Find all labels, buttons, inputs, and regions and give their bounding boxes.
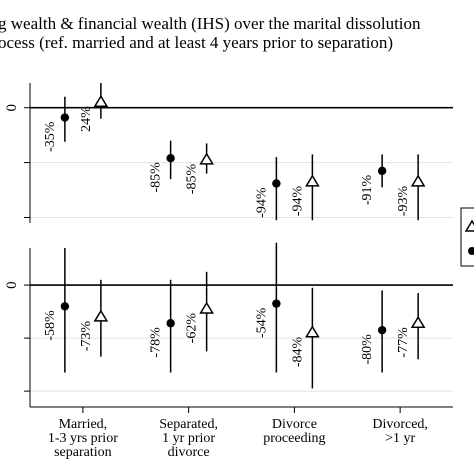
data-point-circle	[166, 319, 175, 328]
chart-title-line-1: g wealth & financial wealth (IHS) over t…	[0, 14, 421, 33]
data-point-triangle	[93, 309, 109, 322]
data-point-triangle	[93, 94, 109, 107]
data-point-circle	[60, 302, 70, 311]
chart-title: g wealth & financial wealth (IHS) over t…	[0, 14, 421, 52]
x-tick-label: Married, 1-3 yrs prior separation	[48, 417, 118, 460]
x-tick-label: Divorce proceeding	[263, 417, 325, 446]
legend	[460, 207, 474, 267]
data-point-circle	[272, 299, 281, 308]
data-label: 24%	[79, 106, 94, 132]
panel-2: 0 -58% -78% -54% -80% -73% -62% -84% -77%	[4, 242, 453, 407]
x-tick-label-line: divorce	[168, 445, 210, 460]
data-label: -58%	[43, 310, 58, 341]
data-point-circle	[272, 179, 281, 188]
x-tick-label: Divorced, >1 yr	[372, 417, 428, 446]
y-tick-label-zero: 0	[4, 281, 20, 289]
data-point-triangle	[305, 174, 320, 187]
data-label: -80%	[360, 334, 375, 365]
data-point-triangle	[199, 152, 214, 165]
x-tick-label-line: Separated,	[159, 417, 218, 432]
data-label: -94%	[290, 185, 305, 216]
x-tick-label-line: separation	[54, 445, 112, 460]
data-point-circle	[166, 154, 175, 163]
legend-box	[460, 207, 474, 267]
data-label: -54%	[254, 307, 269, 338]
chart-title-line-2: ocess (ref. married and at least 4 years…	[0, 33, 393, 52]
data-label: -94%	[254, 187, 269, 218]
data-label: -77%	[396, 327, 411, 358]
data-label: -85%	[149, 162, 164, 193]
legend-triangle-marker	[464, 219, 474, 232]
x-tick-label-line: Divorced,	[372, 417, 428, 432]
data-label: -62%	[185, 313, 200, 344]
x-tick-label-line: >1 yr	[385, 431, 415, 446]
legend-circle-marker	[468, 247, 474, 255]
data-point-circle	[377, 325, 387, 335]
x-tick-label-line: 1-3 yrs prior	[48, 431, 118, 446]
data-point-triangle	[410, 315, 426, 329]
data-label: -73%	[79, 321, 94, 352]
x-tick-label-line: Divorce	[272, 417, 317, 432]
x-tick-label-line: 1 yr prior	[162, 431, 215, 446]
data-label: -84%	[290, 336, 305, 367]
x-tick-label-line: proceeding	[263, 431, 325, 446]
data-point-triangle	[410, 174, 426, 187]
data-label: -91%	[360, 175, 375, 206]
y-tick-label-zero: 0	[4, 104, 20, 112]
data-point-triangle	[305, 325, 320, 338]
data-point-circle	[377, 166, 387, 176]
x-tick-label-line: Married,	[59, 417, 108, 432]
data-label: -93%	[396, 185, 411, 216]
data-point-circle	[60, 113, 70, 122]
panel-1: 0 -35% -85% -94% -91% 24% -85% -94% -93%	[4, 83, 453, 223]
data-label: -78%	[149, 327, 164, 358]
data-label: -85%	[185, 164, 200, 195]
x-tick-label: Separated, 1 yr prior divorce	[159, 417, 218, 460]
data-point-triangle	[199, 301, 214, 314]
data-label: -35%	[43, 121, 58, 152]
